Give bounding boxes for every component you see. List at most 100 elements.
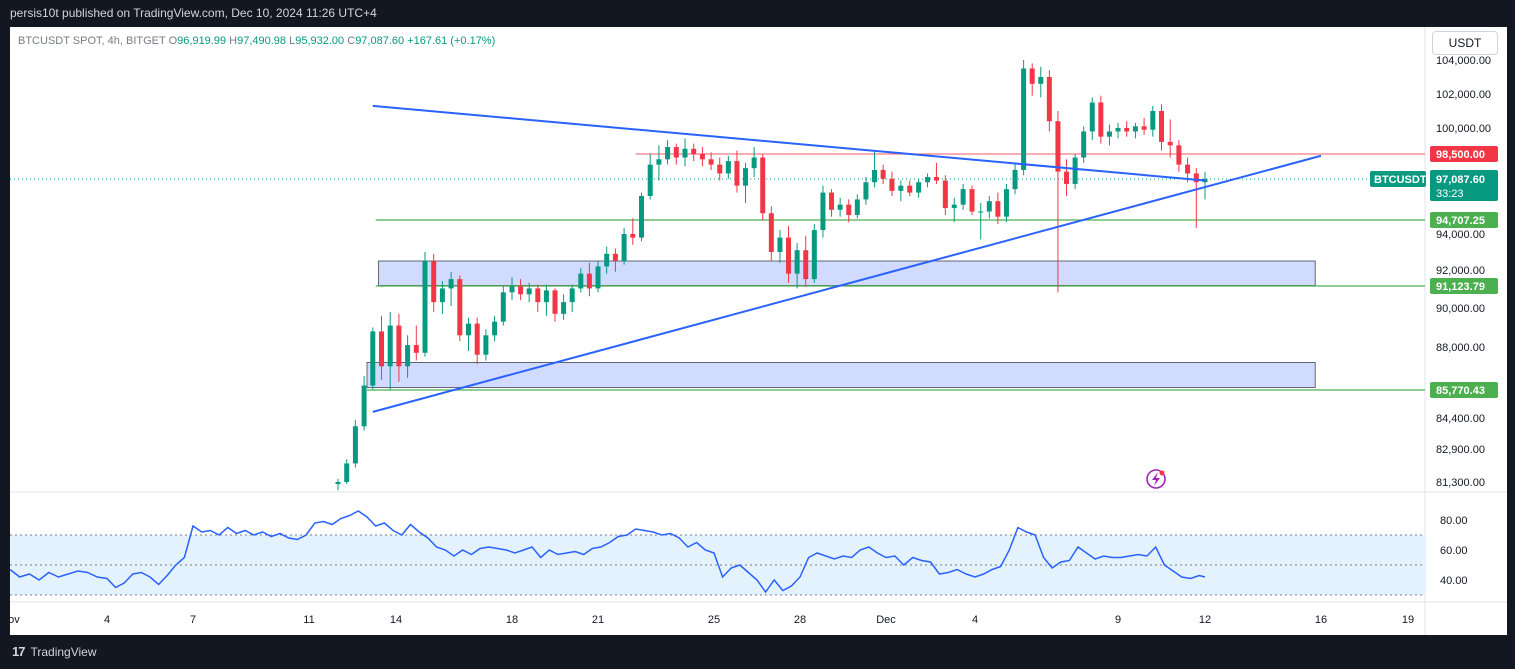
candle-body bbox=[370, 331, 376, 386]
demand-zone bbox=[366, 362, 1316, 388]
candle-body bbox=[725, 161, 731, 174]
candle-body bbox=[743, 168, 749, 186]
candle-body bbox=[361, 385, 367, 427]
last-price-text: 97,087.60 bbox=[1436, 174, 1485, 186]
candle-body bbox=[978, 211, 984, 213]
price-tick-label: 92,000.00 bbox=[1436, 265, 1485, 277]
candle-body bbox=[1193, 173, 1199, 183]
candle-body bbox=[1098, 102, 1104, 137]
candle-body bbox=[1072, 157, 1078, 184]
candle-body bbox=[1106, 131, 1112, 137]
candle-body bbox=[439, 288, 445, 303]
candle-body bbox=[846, 204, 852, 215]
chart-canvas[interactable]: 40.00 60.00 80.00 81,300.00 82,900.00 84,400.… bbox=[10, 27, 1507, 635]
candle-body bbox=[673, 147, 679, 158]
close-label: C bbox=[347, 35, 356, 47]
candle-body bbox=[854, 199, 860, 215]
price-label-box bbox=[1430, 382, 1498, 398]
candle-body bbox=[552, 290, 558, 314]
candle-body bbox=[639, 196, 644, 238]
candle-body bbox=[413, 345, 419, 353]
symbol-name: BTCUSDT SPOT, 4h, BITGET bbox=[18, 35, 166, 47]
candle-body bbox=[595, 266, 601, 289]
currency-button[interactable]: USDT bbox=[1432, 31, 1498, 55]
candle-body bbox=[500, 292, 506, 322]
candle-body bbox=[543, 290, 549, 303]
time-tick-label: 14 bbox=[390, 614, 402, 626]
candle-body bbox=[1185, 164, 1191, 174]
time-tick-label: 11 bbox=[303, 614, 314, 626]
candle-body bbox=[1089, 102, 1095, 132]
price-label-box bbox=[1430, 146, 1498, 162]
candle-body bbox=[379, 331, 384, 367]
candle-body bbox=[1167, 141, 1173, 146]
candle-body bbox=[1124, 128, 1130, 132]
candle-body bbox=[933, 177, 939, 181]
candle-body bbox=[907, 185, 913, 193]
candle-body bbox=[951, 204, 957, 209]
candle-body bbox=[986, 201, 992, 212]
symbol-tag-text: BTCUSDT bbox=[1374, 174, 1427, 186]
price-tick-label: 90,000.00 bbox=[1436, 303, 1485, 315]
candle-body bbox=[760, 157, 766, 214]
price-label-text: 98,500.00 bbox=[1436, 149, 1485, 161]
candle-body bbox=[708, 159, 714, 165]
candle-body bbox=[863, 182, 869, 200]
candle-body bbox=[344, 463, 350, 482]
demand-zone bbox=[378, 260, 1316, 286]
rsi-tick-label: 60.00 bbox=[1440, 545, 1468, 557]
price-label-box bbox=[1430, 212, 1498, 228]
high-value: 97,490.98 bbox=[237, 35, 287, 47]
tradingview-logo-icon: 17 bbox=[12, 644, 26, 659]
time-tick-label: 18 bbox=[506, 614, 518, 626]
last-price-box bbox=[1430, 170, 1498, 201]
candle-body bbox=[518, 286, 524, 295]
time-tick-label: 21 bbox=[592, 614, 604, 626]
candle-body bbox=[880, 169, 886, 179]
candle-body bbox=[872, 169, 878, 183]
time-tick-label: 16 bbox=[1315, 614, 1327, 626]
candle-body bbox=[387, 325, 393, 367]
candle-body bbox=[1055, 121, 1061, 172]
trendline-lower bbox=[372, 154, 1322, 413]
price-label-text: 85,770.43 bbox=[1436, 385, 1485, 397]
candle-body bbox=[786, 237, 792, 274]
price-tick-label: 102,000.00 bbox=[1436, 89, 1491, 101]
footer-brand: 17 TradingView bbox=[12, 644, 97, 659]
candle-body bbox=[448, 279, 454, 289]
candle-body bbox=[682, 148, 688, 158]
time-tick-label: 12 bbox=[1199, 614, 1211, 626]
candle-body bbox=[699, 154, 705, 160]
candle-body bbox=[647, 164, 653, 197]
time-tick-label: 19 bbox=[1402, 614, 1414, 626]
price-tick-label: 100,000.00 bbox=[1436, 123, 1491, 135]
candle-body bbox=[586, 273, 592, 289]
candle-body bbox=[1159, 111, 1164, 142]
candle-body bbox=[995, 201, 1001, 217]
chart-frame[interactable]: 40.00 60.00 80.00 81,300.00 82,900.00 84,400.… bbox=[10, 27, 1507, 635]
candle-body bbox=[1132, 126, 1138, 132]
candle-body bbox=[1029, 68, 1035, 84]
candle-body bbox=[1150, 111, 1156, 130]
footer-brand-text: TradingView bbox=[30, 644, 97, 659]
candle-body bbox=[335, 482, 341, 485]
candle-body bbox=[925, 177, 931, 183]
price-label-text: 94,707.25 bbox=[1436, 215, 1485, 227]
candle-body bbox=[630, 234, 636, 238]
candle-body bbox=[1176, 145, 1182, 165]
candle-body bbox=[509, 286, 515, 293]
candle-body bbox=[656, 159, 662, 165]
price-label-box bbox=[1430, 278, 1498, 294]
candle-body bbox=[969, 189, 975, 212]
change-value: +167.61 (+0.17%) bbox=[407, 35, 496, 47]
candle-body bbox=[1038, 77, 1044, 84]
time-tick-label: 25 bbox=[708, 614, 720, 626]
candle-body bbox=[1115, 128, 1121, 132]
candle-body bbox=[691, 148, 697, 154]
low-value: 95,932.00 bbox=[295, 35, 345, 47]
candle-body bbox=[794, 250, 800, 274]
candle-body bbox=[916, 182, 922, 193]
candle-body bbox=[734, 161, 740, 186]
candle-body bbox=[431, 261, 437, 303]
high-label: H bbox=[229, 35, 238, 47]
